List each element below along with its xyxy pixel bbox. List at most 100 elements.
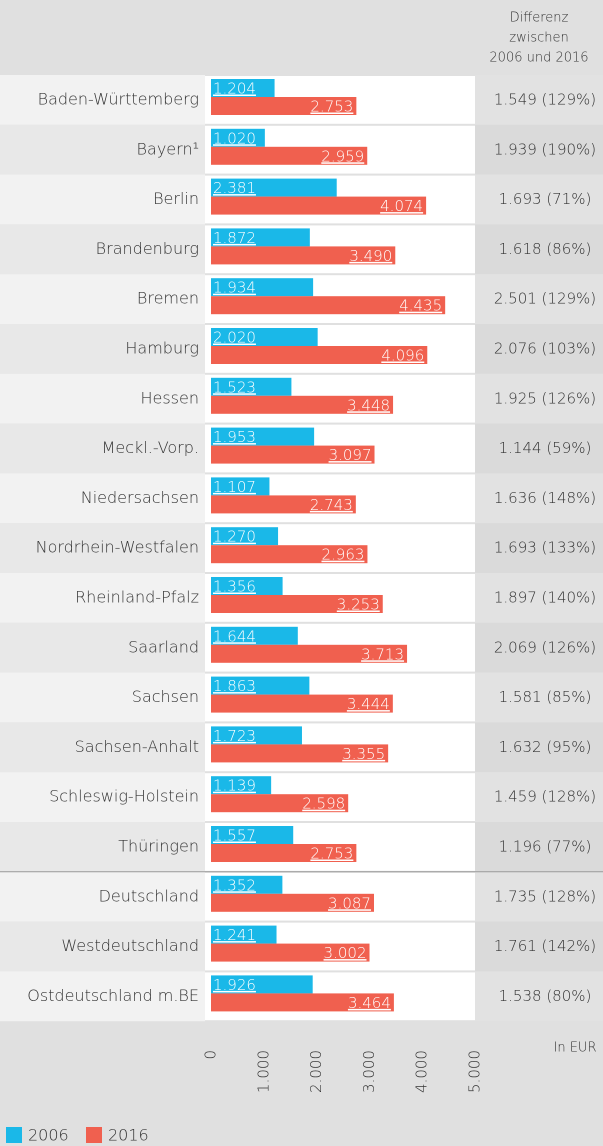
x-tick-label: 2.000 bbox=[307, 1050, 325, 1093]
difference-label: 1.196 (77%) bbox=[499, 838, 592, 856]
bar bbox=[211, 545, 368, 564]
bar bbox=[211, 577, 283, 595]
category-label: Deutschland bbox=[99, 886, 199, 905]
row-label-bg bbox=[0, 124, 205, 175]
difference-label: 1.693 (71%) bbox=[499, 190, 592, 208]
diff-bg bbox=[475, 573, 603, 623]
category-label: Sachsen bbox=[132, 687, 199, 706]
difference-label: 1.459 (128%) bbox=[494, 788, 596, 806]
value-label: 3.490 bbox=[349, 247, 392, 265]
row-label-bg bbox=[0, 871, 205, 922]
diff-header: zwischen bbox=[509, 31, 568, 46]
bar bbox=[211, 943, 370, 962]
row-label-bg bbox=[0, 224, 205, 275]
category-label: Westdeutschland bbox=[61, 936, 199, 955]
value-label: 1.953 bbox=[213, 428, 256, 446]
x-tick-label: 0 bbox=[202, 1050, 220, 1060]
category-label: Schleswig-Holstein bbox=[49, 787, 199, 806]
value-label: 2.381 bbox=[213, 179, 256, 197]
value-label: 1.723 bbox=[213, 727, 256, 745]
difference-label: 1.939 (190%) bbox=[494, 140, 596, 158]
value-label: 3.444 bbox=[347, 695, 390, 713]
category-label: Bremen bbox=[137, 289, 199, 308]
value-label: 2.598 bbox=[302, 795, 345, 813]
bar bbox=[211, 694, 393, 713]
row-label-bg bbox=[0, 523, 205, 573]
value-label: 1.863 bbox=[213, 677, 256, 695]
value-label: 4.074 bbox=[380, 197, 423, 215]
x-tick-label: 4.000 bbox=[413, 1050, 431, 1093]
bar bbox=[211, 644, 408, 663]
value-label: 3.448 bbox=[347, 396, 390, 414]
x-tick-label: 3.000 bbox=[360, 1050, 378, 1093]
diff-bg bbox=[475, 871, 603, 922]
value-label: 1.557 bbox=[213, 827, 256, 845]
diff-header: 2006 und 2016 bbox=[489, 51, 588, 66]
diff-bg bbox=[475, 672, 603, 723]
diff-bg bbox=[475, 921, 603, 972]
value-label: 1.926 bbox=[213, 976, 256, 994]
difference-label: 2.501 (129%) bbox=[494, 290, 596, 308]
difference-label: 1.538 (80%) bbox=[499, 987, 592, 1005]
bar bbox=[211, 395, 394, 414]
category-label: Meckl.-Vorp. bbox=[102, 438, 199, 457]
value-label: 3.097 bbox=[329, 446, 372, 464]
diff-bg bbox=[475, 224, 603, 275]
difference-label: 1.761 (142%) bbox=[494, 937, 596, 955]
difference-label: 1.693 (133%) bbox=[494, 539, 596, 557]
bar bbox=[211, 993, 394, 1012]
category-label: Berlin bbox=[153, 189, 199, 208]
diff-bg bbox=[475, 523, 603, 573]
value-label: 1.270 bbox=[213, 528, 256, 546]
value-label: 1.523 bbox=[213, 378, 256, 396]
diff-bg bbox=[475, 324, 603, 374]
bar bbox=[211, 776, 272, 795]
row-label-bg bbox=[0, 722, 205, 773]
diff-bg bbox=[475, 971, 603, 1022]
value-label: 1.139 bbox=[213, 777, 256, 795]
value-label: 2.753 bbox=[310, 845, 353, 863]
bar bbox=[211, 178, 337, 197]
category-label: Saarland bbox=[128, 637, 199, 656]
difference-label: 1.618 (86%) bbox=[499, 240, 592, 258]
difference-label: 1.144 (59%) bbox=[499, 439, 592, 457]
bar bbox=[211, 228, 310, 247]
value-label: 3.464 bbox=[348, 994, 391, 1012]
row-label-bg bbox=[0, 971, 205, 1022]
value-label: 1.934 bbox=[213, 279, 256, 297]
bar bbox=[211, 794, 349, 813]
difference-label: 1.925 (126%) bbox=[494, 389, 596, 407]
bar bbox=[211, 246, 396, 265]
category-label: Hamburg bbox=[125, 339, 199, 358]
legend-label: 2006 bbox=[28, 1126, 69, 1145]
diff-header: Differenz bbox=[510, 11, 569, 26]
value-label: 3.713 bbox=[361, 645, 404, 663]
diff-bg bbox=[475, 124, 603, 175]
category-label: Thüringen bbox=[118, 837, 199, 856]
category-label: Ostdeutschland m.BE bbox=[27, 986, 199, 1005]
difference-label: 1.632 (95%) bbox=[499, 738, 592, 756]
legend-label: 2016 bbox=[108, 1126, 149, 1145]
diff-bg bbox=[475, 622, 603, 673]
diff-bg bbox=[475, 423, 603, 474]
legend-swatch bbox=[86, 1127, 102, 1143]
category-label: Hessen bbox=[140, 388, 199, 407]
bar bbox=[211, 296, 446, 315]
row-label-bg bbox=[0, 75, 205, 125]
diff-bg bbox=[475, 174, 603, 225]
value-label: 2.753 bbox=[310, 98, 353, 116]
diff-bg bbox=[475, 722, 603, 773]
bar bbox=[211, 527, 279, 546]
value-label: 4.435 bbox=[399, 297, 442, 315]
difference-label: 1.735 (128%) bbox=[494, 887, 596, 905]
row-label-bg bbox=[0, 473, 205, 524]
value-label: 1.107 bbox=[213, 478, 256, 496]
category-label: Brandenburg bbox=[96, 239, 199, 258]
bar bbox=[211, 826, 294, 844]
difference-label: 2.069 (126%) bbox=[494, 638, 596, 656]
bar bbox=[211, 346, 428, 364]
row-label-bg bbox=[0, 622, 205, 673]
category-label: Sachsen-Anhalt bbox=[75, 737, 199, 756]
difference-label: 1.549 (129%) bbox=[494, 91, 596, 109]
row-label-bg bbox=[0, 672, 205, 723]
